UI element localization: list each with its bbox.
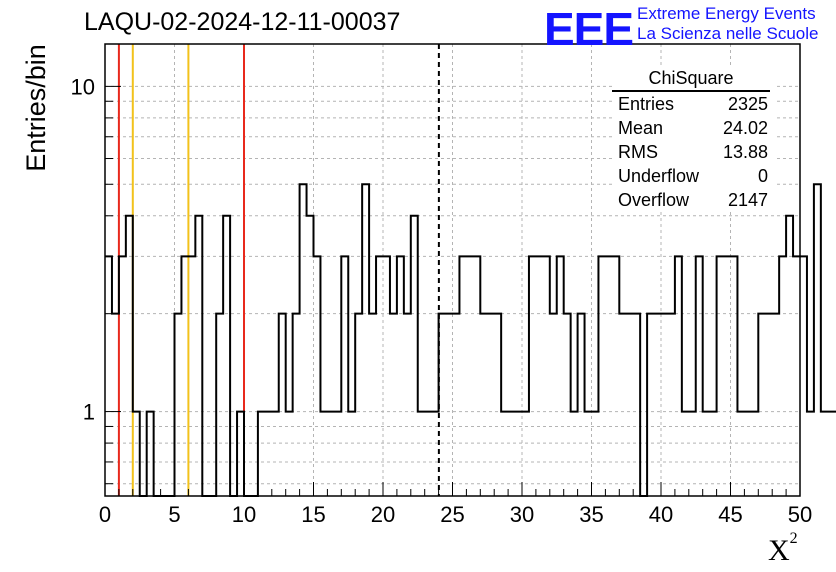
x-tick-label: 45 [718, 502, 742, 527]
x-axis-label-sup: 2 [789, 530, 798, 547]
y-tick-label: 1 [83, 400, 95, 425]
x-tick-label: 30 [510, 502, 534, 527]
x-tick-label: 10 [232, 502, 256, 527]
y-axis-label: Entries/bin [21, 44, 51, 172]
y-axis: 1 10 [71, 74, 121, 485]
x-tick-label: 50 [788, 502, 812, 527]
x-axis: 0 5 10 15 20 25 30 35 40 45 50 [99, 482, 812, 527]
stats-title: ChiSquare [612, 66, 770, 92]
stats-value: 2325 [727, 94, 768, 114]
x-axis-label-base: X [768, 534, 790, 567]
x-tick-label: 20 [371, 502, 395, 527]
x-tick-label: 5 [168, 502, 180, 527]
stats-row-underflow: Underflow 0 [612, 164, 776, 188]
y-tick-label: 10 [71, 74, 95, 99]
x-tick-label: 35 [579, 502, 603, 527]
x-tick-label: 15 [301, 502, 325, 527]
run-title: LAQU-02-2024-12-11-00037 [84, 8, 401, 36]
stats-label: Underflow [618, 166, 700, 186]
stats-label: RMS [618, 142, 658, 162]
stats-row-entries: Entries 2325 [612, 92, 776, 116]
org-name-line1: Extreme Energy Events [637, 4, 816, 23]
stats-label: Entries [618, 94, 675, 114]
stats-box: ChiSquare Entries 2325 Mean 24.02 RMS 13.88… [612, 66, 776, 212]
histogram-line [105, 183, 836, 497]
stats-row-mean: Mean 24.02 [612, 116, 776, 140]
stats-value: 2147 [727, 190, 768, 210]
stats-value: 0 [757, 166, 768, 186]
x-tick-label: 40 [649, 502, 673, 527]
x-tick-label: 25 [440, 502, 464, 527]
org-name-line2: La Scienza nelle Scuole [637, 24, 819, 43]
stats-row-rms: RMS 13.88 [612, 140, 776, 164]
stats-label: Mean [618, 118, 664, 138]
eee-logo: EEE [544, 3, 634, 55]
stats-value: 24.02 [722, 118, 768, 138]
stats-label: Overflow [618, 190, 690, 210]
x-tick-label: 0 [99, 502, 111, 527]
stats-value: 13.88 [722, 142, 768, 162]
x-axis-label: X2 [768, 530, 798, 568]
stats-row-overflow: Overflow 2147 [612, 188, 776, 212]
